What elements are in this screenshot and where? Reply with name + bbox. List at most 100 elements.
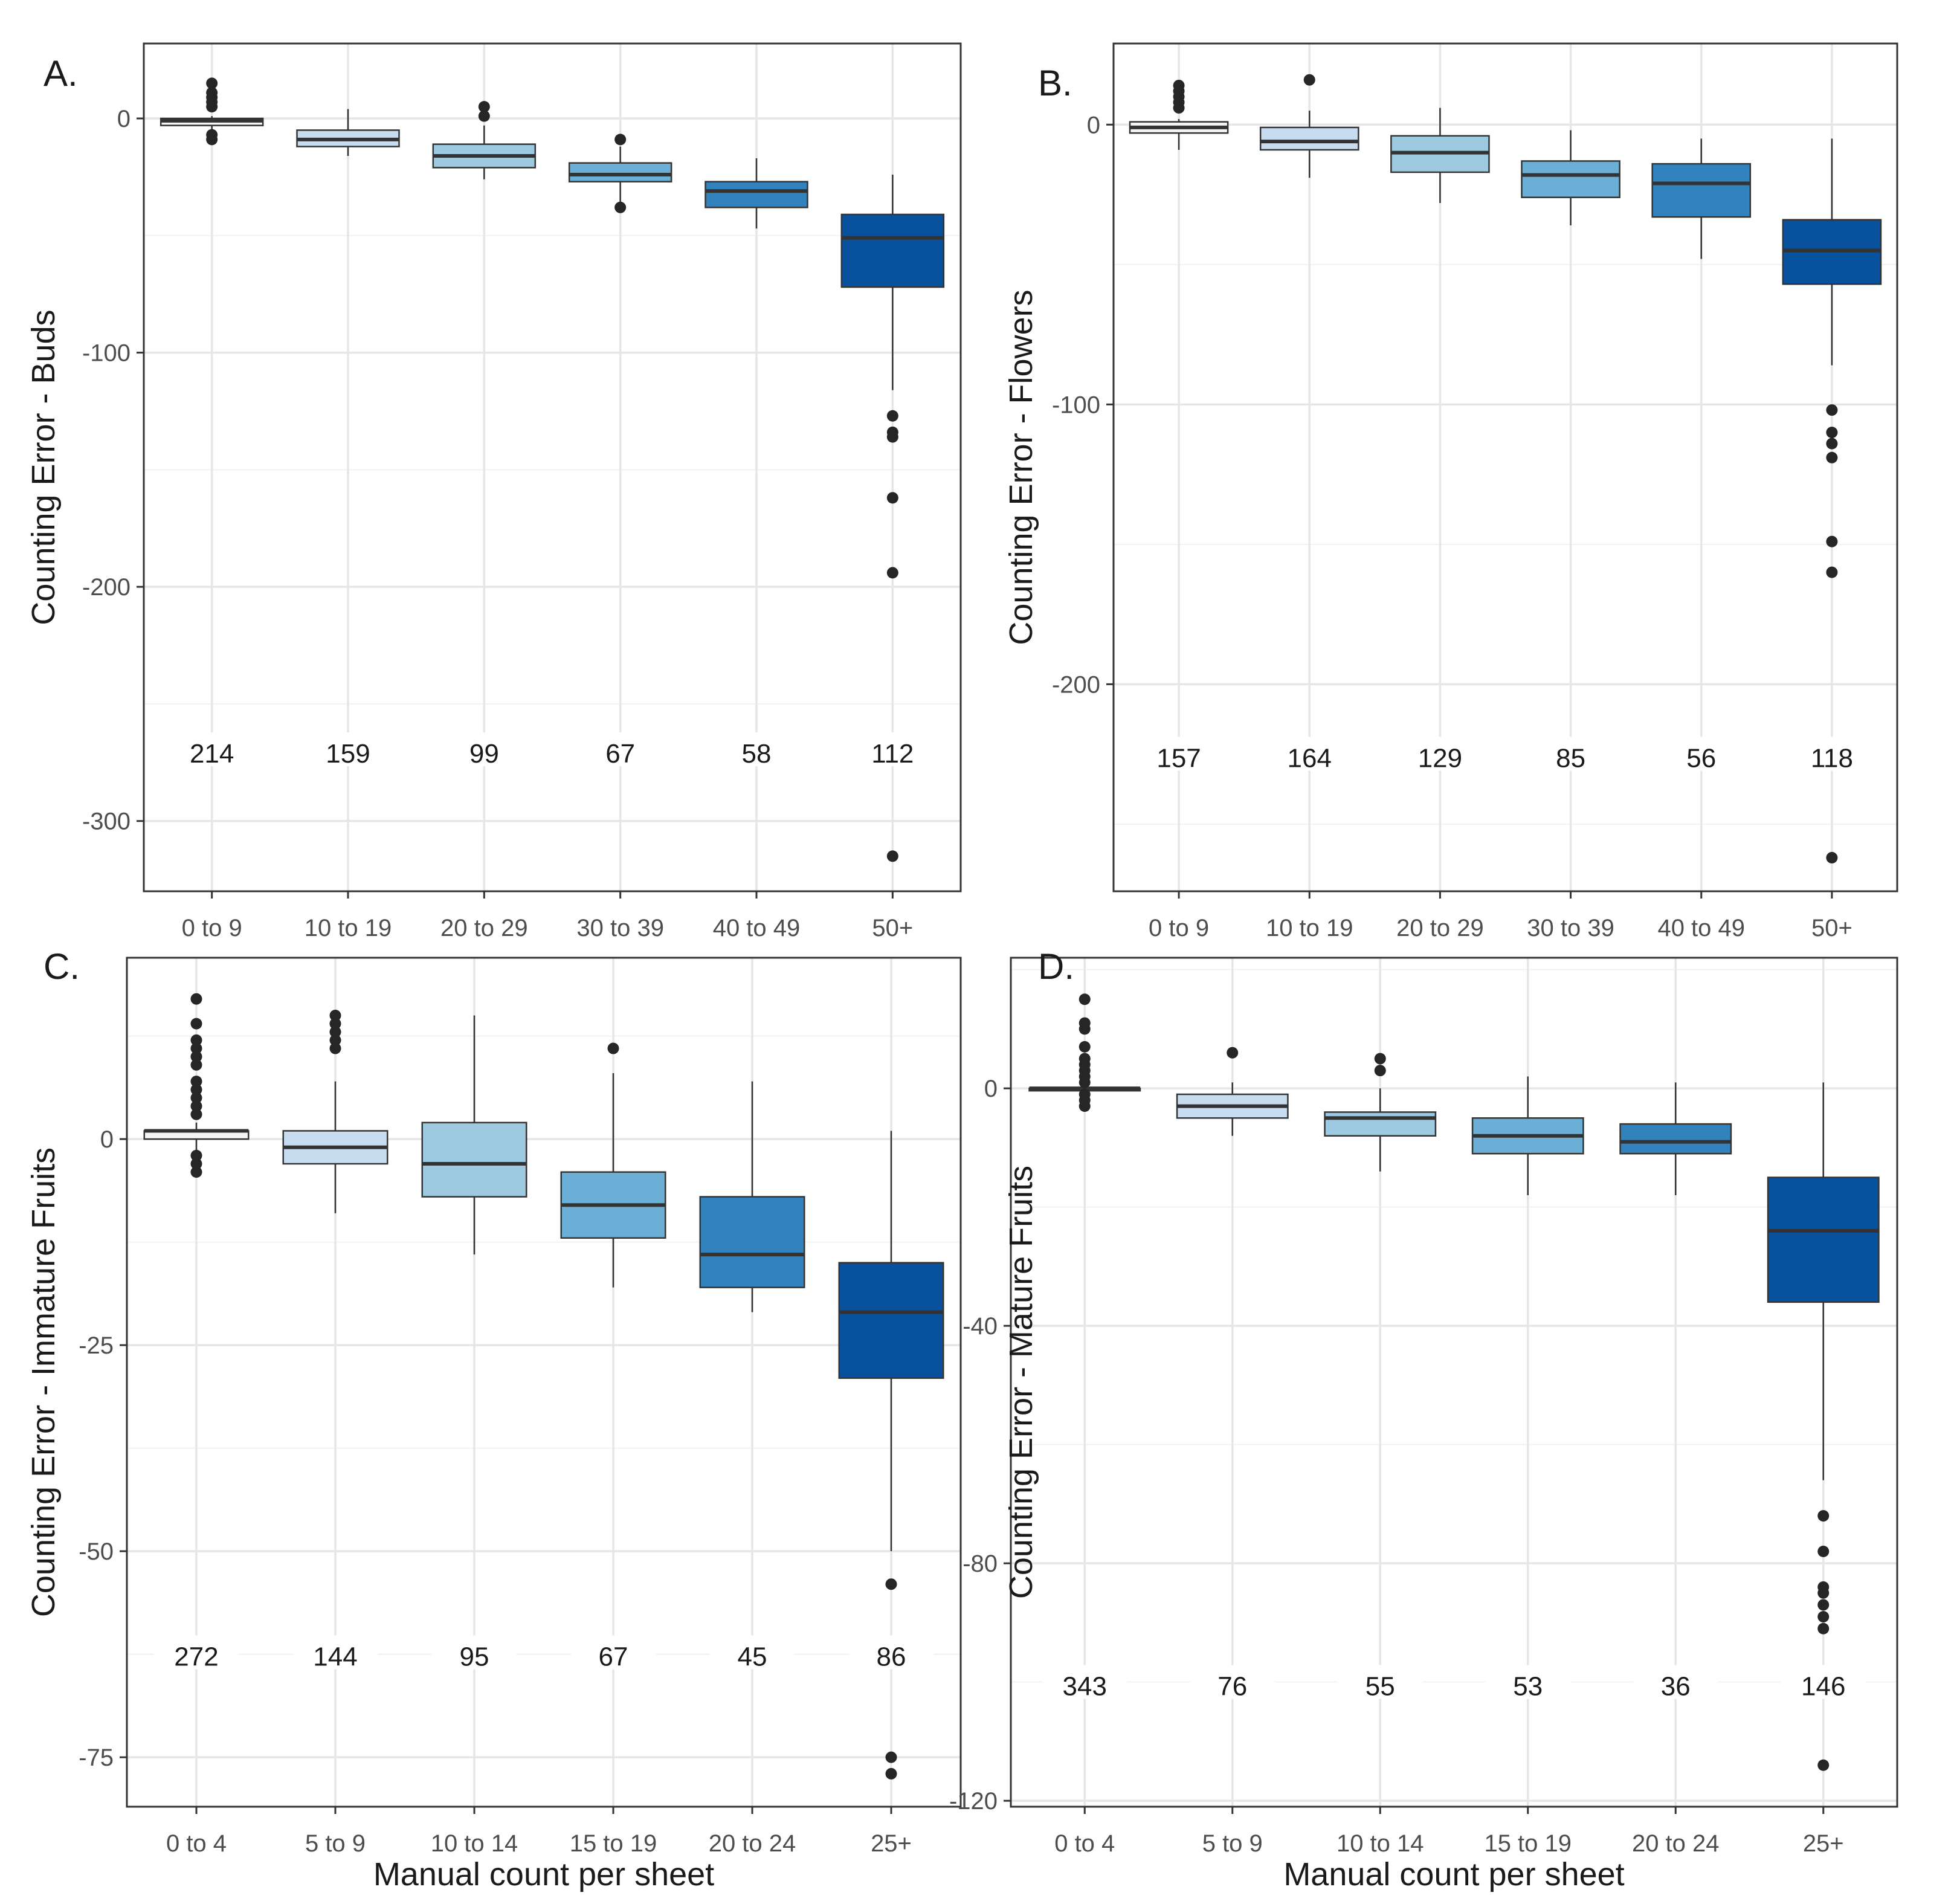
box-iqr xyxy=(1324,1111,1437,1137)
outlier-point xyxy=(190,1018,202,1030)
box-iqr xyxy=(699,1196,805,1288)
outlier-point xyxy=(206,101,218,113)
panel-label: C. xyxy=(44,946,80,987)
plot-background xyxy=(1114,44,1897,891)
outlier-point xyxy=(607,1042,619,1054)
x-tick-label: 20 to 24 xyxy=(1632,1830,1720,1857)
outlier-point xyxy=(206,77,218,89)
count-label: 76 xyxy=(1217,1671,1247,1701)
x-tick-label: 15 to 19 xyxy=(1484,1830,1572,1857)
x-tick-label: 0 to 9 xyxy=(182,915,242,941)
box-3 xyxy=(421,1015,527,1255)
outlier-point xyxy=(1303,74,1315,86)
count-label-bg xyxy=(169,732,254,767)
outlier-point xyxy=(1817,1587,1830,1599)
outlier-point xyxy=(1079,993,1091,1005)
count-label-bg xyxy=(1338,1665,1423,1699)
outlier-point xyxy=(1826,851,1838,863)
count-label-bg xyxy=(710,1635,795,1670)
outlier-point xyxy=(1817,1611,1830,1623)
y-tick-label: -200 xyxy=(82,574,131,601)
x-tick-label: 40 to 49 xyxy=(1657,915,1745,941)
x-tick-label: 30 to 39 xyxy=(576,915,664,941)
box-2 xyxy=(1259,74,1359,178)
outlier-point xyxy=(1817,1599,1830,1611)
outlier-point xyxy=(190,1076,202,1088)
outlier-point xyxy=(190,1166,202,1178)
count-label: 157 xyxy=(1156,743,1201,773)
box-6 xyxy=(838,1131,944,1780)
outlier-point xyxy=(190,1158,202,1170)
y-tick-label: -50 xyxy=(79,1538,114,1565)
outlier-point xyxy=(190,1051,202,1063)
outlier-point xyxy=(190,1108,202,1120)
count-label-bg xyxy=(1267,737,1352,771)
outlier-point xyxy=(1817,1622,1830,1635)
outlier-point xyxy=(1374,1053,1386,1065)
x-tick-label: 30 to 39 xyxy=(1527,915,1614,941)
outlier-point xyxy=(614,134,627,146)
x-tick-label: 25+ xyxy=(1803,1830,1844,1857)
y-tick-label: -75 xyxy=(79,1744,114,1771)
outlier-point xyxy=(190,1149,202,1161)
x-tick-label: 0 to 9 xyxy=(1149,915,1209,941)
count-label: 146 xyxy=(1801,1671,1845,1701)
outlier-point xyxy=(614,201,627,213)
box-5 xyxy=(1619,1082,1732,1196)
plot-background xyxy=(127,958,961,1807)
box-1 xyxy=(143,993,250,1178)
box-6 xyxy=(1782,138,1882,863)
panel-a: 214 159 99 67 58 112 -300 -200 -100 0 0 to 9 10 to … xyxy=(25,42,962,941)
panel-c: 272 144 95 67 45 86 -75 -50 -25 0 0 to 4 5 to 9 10 t… xyxy=(25,946,962,1893)
box-iqr xyxy=(421,1121,527,1198)
count-label-bg xyxy=(1190,1665,1275,1699)
outlier-point xyxy=(1374,1065,1386,1077)
x-tick-label: 25+ xyxy=(871,1830,912,1857)
y-axis-title: Counting Error - Mature Fruits xyxy=(1003,1166,1039,1599)
box-3 xyxy=(1324,1053,1437,1172)
count-label: 99 xyxy=(469,739,499,769)
count-label-bg xyxy=(1633,1665,1718,1699)
outlier-point xyxy=(329,1042,341,1054)
outlier-point xyxy=(190,1083,202,1096)
outlier-point xyxy=(886,850,898,862)
count-label-bg xyxy=(154,1635,239,1670)
y-axis-title: Counting Error - Flowers xyxy=(1003,289,1039,645)
count-label-bg xyxy=(306,732,390,767)
outlier-point xyxy=(190,993,202,1005)
outlier-point xyxy=(1079,1076,1091,1088)
y-tick-label: -300 xyxy=(82,808,131,835)
x-tick-label: 5 to 9 xyxy=(305,1830,366,1857)
box-iqr xyxy=(568,162,672,182)
outlier-point xyxy=(886,431,898,443)
count-label: 343 xyxy=(1063,1671,1107,1701)
count-label-bg xyxy=(1789,737,1874,771)
panel-d: 343 76 55 53 36 146 -120 -80 -40 0 0 to 4 5 to 9 10 … xyxy=(949,946,1898,1893)
box-iqr xyxy=(840,213,945,288)
count-label: 129 xyxy=(1418,743,1462,773)
count-label: 164 xyxy=(1288,743,1332,773)
x-tick-label: 40 to 49 xyxy=(713,915,801,941)
panel-border xyxy=(143,42,962,892)
outlier-point xyxy=(1173,102,1185,114)
outlier-point xyxy=(478,110,490,122)
outlier-point xyxy=(1826,404,1838,416)
count-label-bg xyxy=(1137,737,1222,771)
panel-label: B. xyxy=(1038,63,1072,103)
x-tick-label: 10 to 19 xyxy=(1266,915,1353,941)
plot-background xyxy=(1011,958,1897,1807)
count-label-bg xyxy=(1781,1665,1866,1699)
x-axis-title: Manual count per sheet xyxy=(1283,1856,1624,1893)
x-tick-label: 50+ xyxy=(1811,915,1852,941)
box-4 xyxy=(1471,1076,1584,1196)
count-label-bg xyxy=(1659,737,1744,771)
box-1 xyxy=(1129,79,1229,150)
y-tick-label: -120 xyxy=(949,1788,998,1815)
box-3 xyxy=(432,101,537,179)
y-tick-label: 0 xyxy=(984,1076,998,1102)
count-label: 214 xyxy=(190,739,234,769)
count-label-bg xyxy=(1042,1665,1127,1699)
count-label: 112 xyxy=(871,739,914,769)
y-tick-label: -40 xyxy=(962,1313,998,1340)
